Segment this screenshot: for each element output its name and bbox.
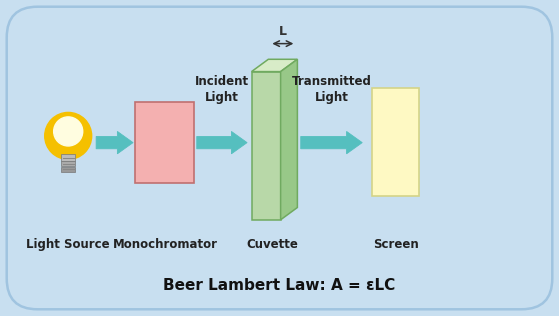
FancyBboxPatch shape — [135, 102, 194, 183]
FancyBboxPatch shape — [372, 88, 419, 196]
Text: Beer Lambert Law: A = εLC: Beer Lambert Law: A = εLC — [163, 278, 396, 293]
Text: Monochromator: Monochromator — [112, 238, 217, 251]
Text: Incident
Light: Incident Light — [195, 75, 249, 104]
Polygon shape — [281, 59, 297, 220]
FancyBboxPatch shape — [61, 154, 75, 161]
FancyArrow shape — [301, 131, 362, 154]
Text: L: L — [279, 25, 287, 38]
FancyBboxPatch shape — [61, 167, 75, 172]
Circle shape — [45, 112, 92, 159]
Text: Light Source: Light Source — [26, 238, 110, 251]
FancyBboxPatch shape — [7, 7, 552, 309]
Text: Cuvette: Cuvette — [247, 238, 299, 251]
Circle shape — [54, 117, 83, 146]
Polygon shape — [252, 59, 297, 72]
Text: Screen: Screen — [373, 238, 419, 251]
Polygon shape — [252, 72, 281, 220]
FancyArrow shape — [96, 131, 133, 154]
Text: Transmitted
Light: Transmitted Light — [292, 75, 371, 104]
FancyArrow shape — [197, 131, 247, 154]
FancyBboxPatch shape — [61, 161, 75, 166]
